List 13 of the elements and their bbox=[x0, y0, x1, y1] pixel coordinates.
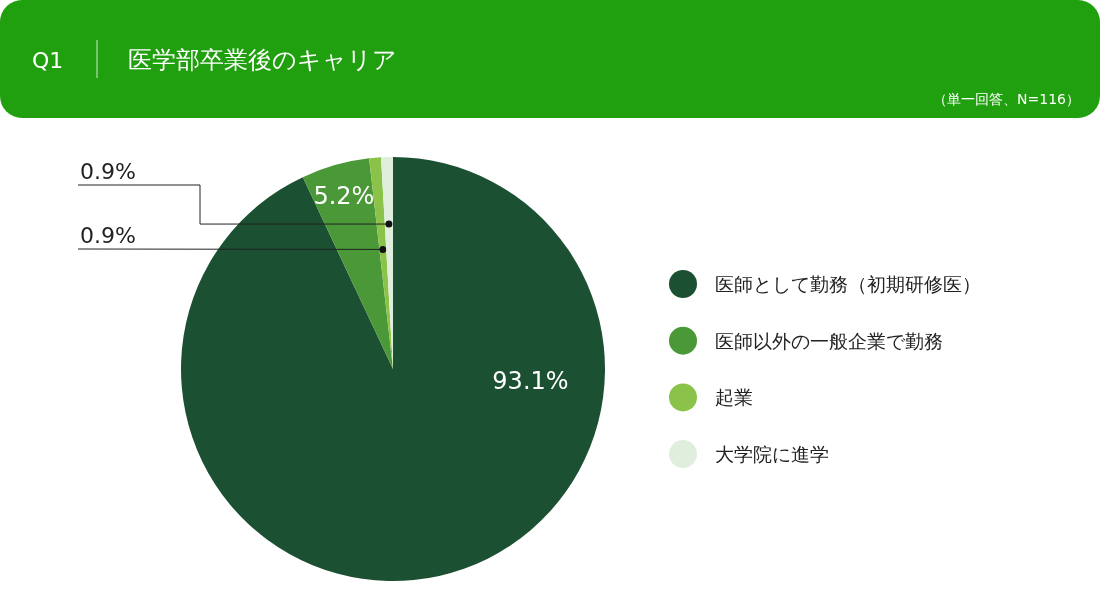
data-label: 5.2% bbox=[313, 181, 375, 210]
pie-slice bbox=[302, 158, 393, 369]
text: Q1 bbox=[32, 48, 64, 73]
legend-label: 大学院に進学 bbox=[715, 443, 829, 466]
data-label: 0.9% bbox=[80, 223, 136, 248]
data-label: 93.1% bbox=[492, 367, 569, 396]
data-label: 0.9% bbox=[80, 159, 136, 184]
pie-slice bbox=[181, 157, 605, 581]
legend-label: 医師として勤務（初期研修医） bbox=[715, 273, 981, 295]
chart-title: 医学部卒業後のキャリア bbox=[128, 46, 397, 74]
legend-label: 起業 bbox=[715, 386, 753, 409]
text: （単一回答、N=116） bbox=[933, 91, 1080, 107]
legend-label: 医師以外の一般企業で勤務 bbox=[715, 329, 943, 352]
